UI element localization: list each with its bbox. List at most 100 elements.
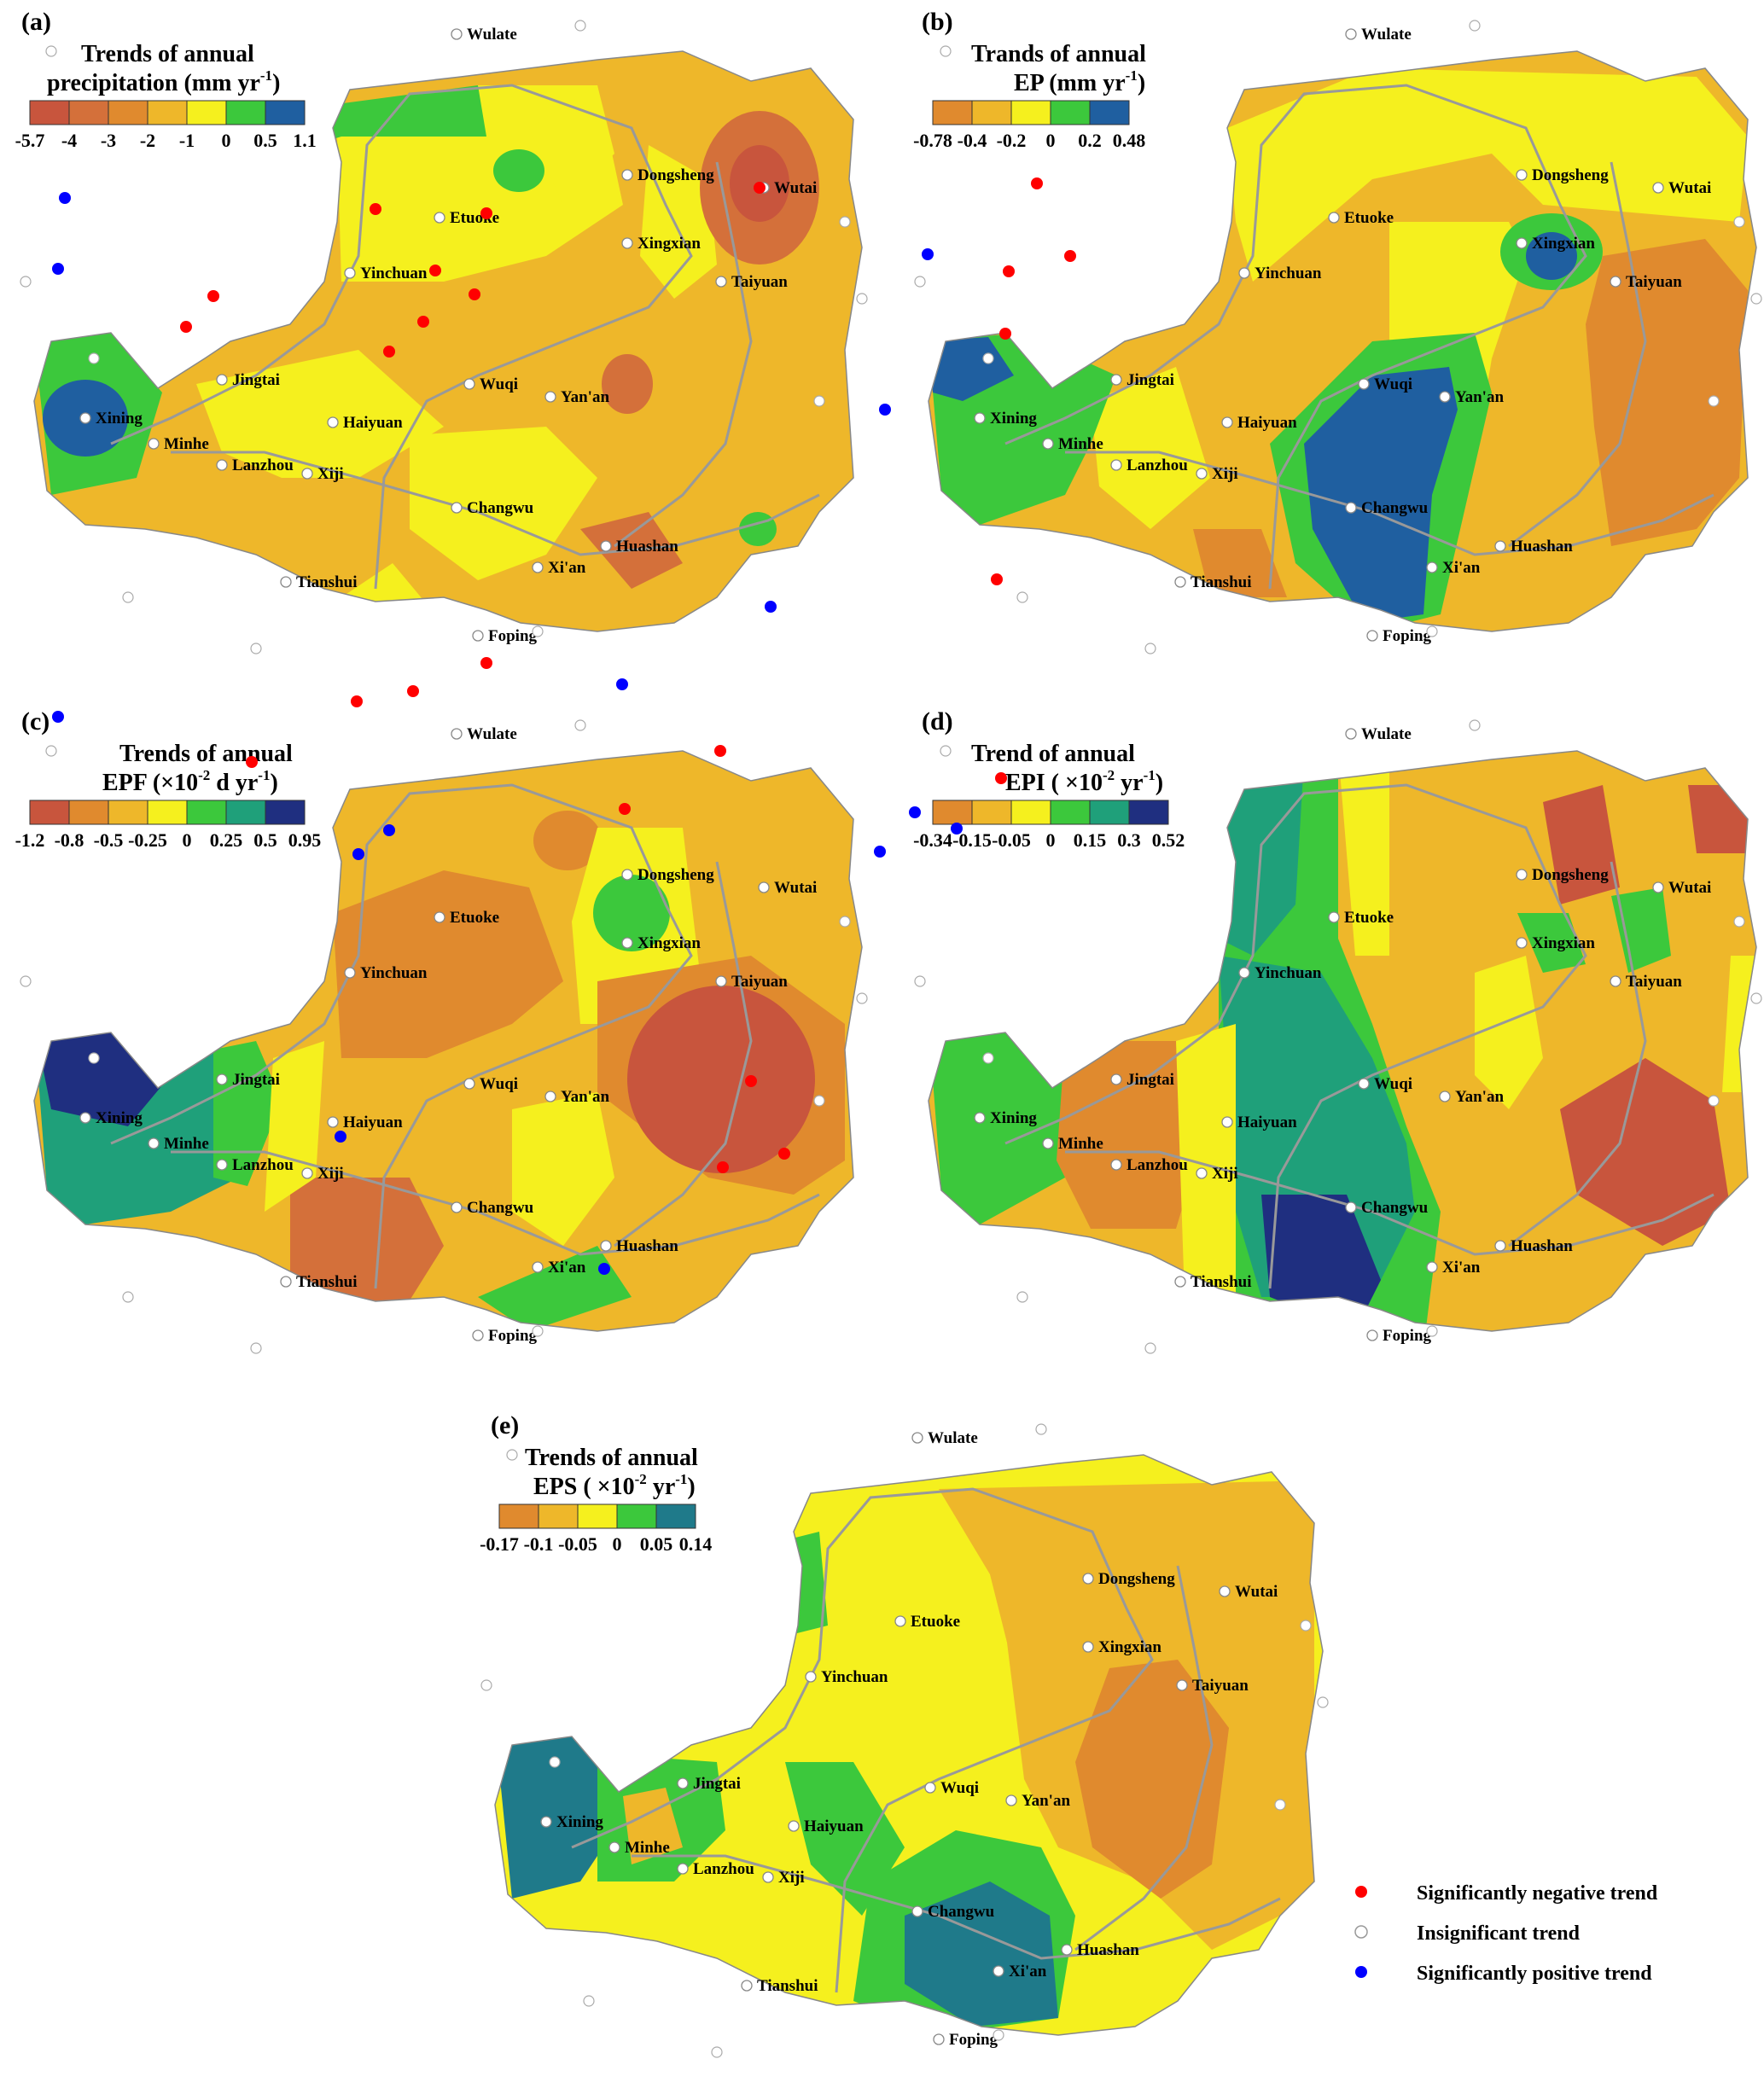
station-insignificant-trend	[993, 2029, 1004, 2041]
station-insignificant-trend	[982, 352, 994, 364]
city-marker	[451, 1201, 463, 1213]
city-marker	[1439, 1091, 1451, 1102]
legend-negative-marker	[1355, 1886, 1367, 1898]
city-label: Lanzhou	[693, 1860, 754, 1878]
city-marker	[1082, 1641, 1094, 1653]
city-marker	[1042, 1137, 1054, 1149]
station-insignificant-trend	[914, 276, 926, 288]
station-insignificant-trend	[549, 1756, 561, 1768]
city-label: Wulate	[928, 1429, 978, 1447]
city-marker	[1358, 378, 1370, 390]
station-negative-trend	[246, 756, 258, 768]
city-label: Wulate	[467, 26, 517, 44]
colorbar-tick-label: -1.2	[15, 829, 45, 851]
city-marker	[1345, 28, 1357, 40]
colorbar-swatch	[932, 800, 973, 825]
station-insignificant-trend	[506, 1449, 518, 1461]
city-label: Wuqi	[1374, 375, 1412, 393]
city-label: Tianshui	[296, 1273, 357, 1291]
station-negative-trend	[417, 316, 429, 328]
city-label: Xi'an	[548, 1259, 586, 1277]
city-marker	[327, 1116, 339, 1128]
colorbar-tick-label: 0.15	[1074, 829, 1107, 851]
city-marker	[1221, 416, 1233, 428]
station-insignificant-trend	[1733, 916, 1745, 928]
colorbar-tick-label: -0.8	[55, 829, 84, 851]
station-insignificant-trend	[839, 216, 851, 228]
colorbar-tick-label: 0	[1046, 130, 1056, 151]
city-marker	[544, 391, 556, 403]
city-marker	[621, 169, 633, 181]
panel-b-label: (b)	[922, 8, 953, 36]
city-marker	[1494, 540, 1506, 552]
city-label: Changwu	[1361, 499, 1429, 517]
city-label: Taiyuan	[1626, 973, 1682, 991]
city-marker	[472, 1329, 484, 1341]
city-label: Taiyuan	[1192, 1677, 1249, 1695]
city-label: Taiyuan	[731, 973, 788, 991]
colorbar-tick-label: 0.14	[679, 1533, 713, 1555]
city-label: Yinchuan	[821, 1668, 888, 1686]
colorbar-tick-label: 0.48	[1113, 130, 1146, 151]
station-insignificant-trend	[1708, 1095, 1720, 1107]
station-negative-trend	[999, 328, 1011, 340]
city-label: Wuqi	[480, 1075, 518, 1093]
panel-a-cities: WulateDongshengWutaiEtuokeXingxianYinchu…	[79, 26, 817, 645]
city-marker	[1426, 561, 1438, 573]
city-marker	[621, 237, 633, 249]
city-label: Xingxian	[637, 934, 701, 952]
station-insignificant-trend	[856, 992, 868, 1004]
city-label: Yinchuan	[360, 265, 428, 282]
city-marker	[1345, 728, 1357, 740]
colorbar-tick-label: 0	[222, 130, 231, 151]
station-insignificant-trend	[1016, 1291, 1028, 1303]
city-label: Xiji	[778, 1869, 805, 1887]
colorbar-tick-label: 1.1	[293, 130, 317, 151]
city-marker	[974, 412, 986, 424]
colorbar-tick-label: 0.95	[288, 829, 322, 851]
city-label: Etuoke	[450, 909, 499, 927]
city-marker	[741, 1980, 753, 1992]
colorbar-swatch	[225, 800, 266, 825]
city-marker	[600, 1240, 612, 1252]
city-marker	[434, 212, 445, 224]
city-marker	[1516, 937, 1528, 949]
city-label: Yinchuan	[1255, 964, 1322, 982]
city-marker	[1366, 1329, 1378, 1341]
station-positive-trend	[383, 824, 395, 836]
city-marker	[608, 1841, 620, 1853]
colorbar-tick-label: -0.05	[992, 829, 1031, 851]
station-insignificant-trend	[1274, 1799, 1286, 1811]
city-label: Foping	[488, 1327, 538, 1345]
panel-e-label: (e)	[491, 1411, 519, 1439]
city-label: Wutai	[1235, 1583, 1278, 1601]
panel-b-ep-map: (b) Trands of annual EP (mm yr-1) -0.78-…	[879, 8, 1762, 654]
city-label: Xining	[990, 1109, 1037, 1127]
panel-d-cities: Wulate Dongsheng Wutai Etuoke Xingxian Yinchu…	[974, 725, 1711, 1345]
station-insignificant-trend	[839, 916, 851, 928]
colorbar-swatch	[108, 800, 148, 825]
colorbar-swatch	[655, 1503, 696, 1529]
colorbar-tick-label: -0.34	[913, 829, 952, 851]
city-label: Wutai	[1668, 179, 1711, 197]
station-negative-trend	[207, 290, 219, 302]
colorbar-tick-label: 0	[613, 1533, 622, 1555]
panel-e-title-line2: EPS ( ×10-2 yr-1)	[533, 1471, 696, 1500]
colorbar-tick-label: -0.25	[128, 829, 167, 851]
legend-positive-label: Significantly positive trend	[1417, 1963, 1652, 1985]
city-marker	[677, 1863, 689, 1875]
station-insignificant-trend	[574, 719, 586, 731]
colorbar-tick-label: 0.25	[210, 829, 243, 851]
city-label: Tianshui	[1191, 573, 1251, 591]
city-label: Foping	[488, 627, 538, 645]
colorbar-swatch	[186, 100, 227, 125]
colorbar-tick-label: 0.2	[1078, 130, 1102, 151]
city-label: Yan'an	[1455, 388, 1504, 406]
panel-d-colorbar: -0.34 -0.15 -0.05 0 0.15 0.3 0.52	[913, 800, 1185, 851]
station-insignificant-trend	[1426, 625, 1438, 637]
city-label: Changwu	[467, 499, 534, 517]
colorbar-swatch	[1010, 800, 1051, 825]
city-marker	[894, 1615, 906, 1627]
city-label: Foping	[1383, 627, 1432, 645]
panel-b-map-fill	[929, 51, 1756, 631]
